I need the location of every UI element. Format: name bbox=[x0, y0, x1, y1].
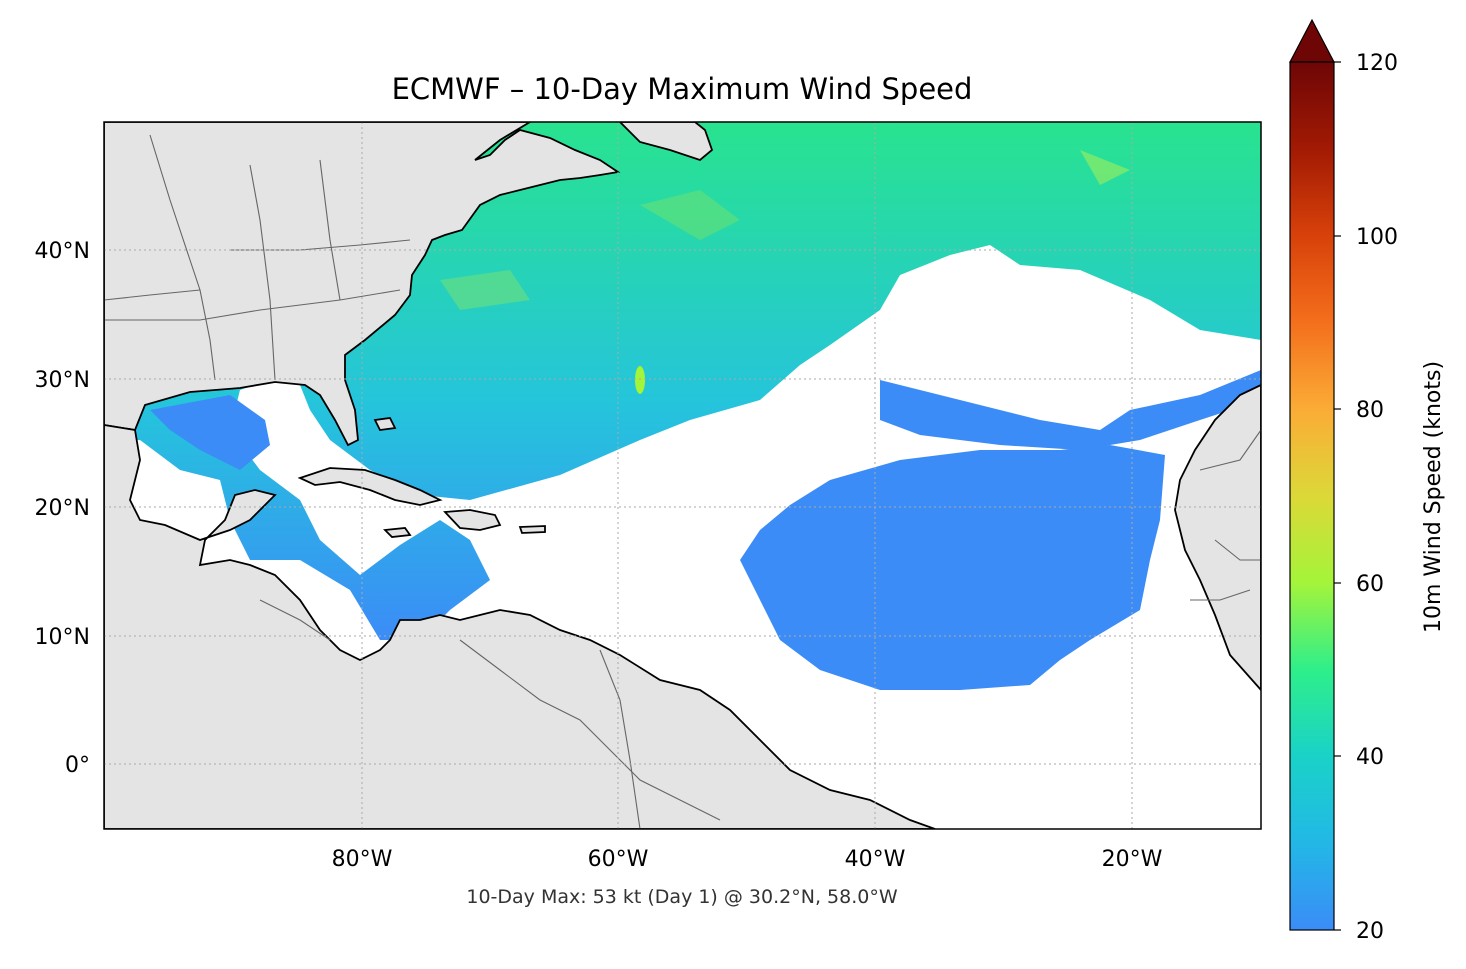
colorbar-label: 10m Wind Speed (knots) bbox=[1421, 361, 1446, 633]
colorbar-tick-label: 40 bbox=[1356, 745, 1384, 770]
lon-tick-label: 40°W bbox=[845, 847, 906, 872]
map-area bbox=[104, 122, 1261, 829]
map-frame bbox=[103, 121, 1262, 830]
colorbar-ticks: 20 40 60 80 100 120 bbox=[1334, 51, 1398, 944]
north-america-land bbox=[104, 122, 621, 447]
puerto-rico-island bbox=[518, 525, 546, 534]
gulf-coast-mexico bbox=[104, 424, 936, 829]
colorbar-tick-label: 20 bbox=[1356, 919, 1384, 944]
colorbar-tick-label: 60 bbox=[1356, 572, 1384, 597]
wind-field-mid-band bbox=[880, 370, 1261, 450]
max-wind-marker bbox=[635, 366, 645, 394]
wind-field-streak bbox=[640, 190, 740, 240]
africa-land bbox=[1174, 384, 1261, 692]
canada-maritimes bbox=[618, 122, 714, 162]
lon-tick-label: 20°W bbox=[1102, 847, 1163, 872]
colorbar-tick-label: 80 bbox=[1356, 398, 1384, 423]
wind-field-gulf-blob bbox=[150, 395, 270, 470]
wind-field-streak bbox=[440, 270, 530, 310]
cuba-island bbox=[297, 467, 443, 506]
colorbar: 20 40 60 80 100 120 10m Wind Speed (knot… bbox=[1289, 18, 1446, 944]
hispaniola-island bbox=[443, 509, 502, 531]
chart-title: ECMWF – 10-Day Maximum Wind Speed bbox=[392, 72, 973, 106]
lat-tick-label: 30°N bbox=[35, 368, 90, 393]
lon-tick-label: 60°W bbox=[588, 847, 649, 872]
bahamas bbox=[373, 417, 397, 431]
colorbar-gradient bbox=[1289, 61, 1335, 931]
jamaica-island bbox=[383, 527, 412, 538]
lon-tick-label: 80°W bbox=[332, 847, 393, 872]
colorbar-tick-label: 120 bbox=[1356, 51, 1398, 76]
max-wind-summary: 10-Day Max: 53 kt (Day 1) @ 30.2°N, 58.0… bbox=[466, 886, 897, 908]
lat-tick-label: 20°N bbox=[35, 496, 90, 521]
colorbar-tick-label: 100 bbox=[1356, 225, 1398, 250]
colorbar-extend-arrow bbox=[1289, 18, 1335, 63]
land-masses bbox=[104, 122, 1261, 829]
lat-tick-label: 10°N bbox=[35, 625, 90, 650]
lat-tick-label: 40°N bbox=[35, 239, 90, 264]
lat-tick-label: 0° bbox=[65, 753, 90, 778]
wind-field-streak bbox=[1080, 150, 1130, 185]
political-borders bbox=[104, 134, 1261, 829]
wind-field-east-atlantic bbox=[740, 445, 1165, 690]
